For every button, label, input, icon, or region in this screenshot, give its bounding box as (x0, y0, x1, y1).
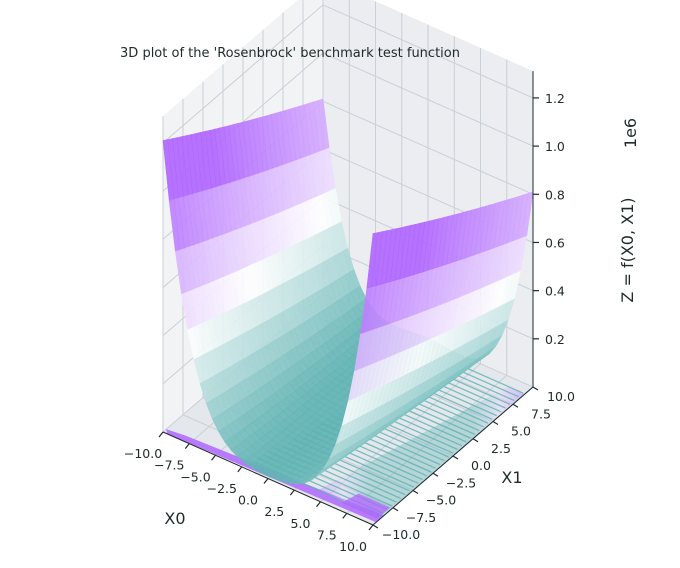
x-tick-mark (263, 478, 269, 484)
y-tick-label: −7.5 (406, 510, 436, 525)
x-tick-mark (184, 443, 190, 449)
x-tick-mark (158, 431, 164, 438)
x-tick-label: 0.0 (238, 493, 258, 508)
y-tick-label: −5.0 (426, 493, 456, 508)
x-tick-mark (237, 466, 243, 473)
z-tick-label: 1.0 (545, 139, 565, 154)
y-tick-label: −10.0 (382, 527, 420, 542)
x-tick-label: 7.5 (317, 527, 337, 542)
y-tick-label: 7.5 (531, 406, 551, 421)
y-tick-label: 5.0 (511, 424, 531, 439)
x-tick-label: 10.0 (339, 539, 367, 554)
y-tick-label: 10.0 (547, 389, 575, 404)
y-tick-label: 2.5 (491, 441, 511, 456)
x-axis-label: X0 (164, 509, 185, 528)
y-tick-mark (452, 455, 459, 460)
y-tick-mark (532, 386, 539, 391)
y-axis-label: X1 (501, 468, 522, 487)
y-tick-mark (372, 524, 379, 529)
y-tick-mark (512, 403, 519, 408)
z-tick-label: 0.2 (545, 332, 565, 347)
y-tick-label: −2.5 (446, 475, 476, 490)
y-tick-mark (492, 420, 499, 426)
floor-contour-band-right (341, 493, 391, 519)
z-offset-label: 1e6 (621, 118, 640, 148)
x-tick-label: −7.5 (154, 458, 184, 473)
x-tick-mark (211, 454, 216, 461)
surface-facet (366, 232, 379, 289)
x-tick-mark (368, 524, 374, 531)
x-tick-label: −2.5 (207, 481, 237, 496)
x-tick-mark (289, 489, 295, 496)
x-tick-label: 2.5 (264, 504, 284, 519)
z-gridline (162, 4, 534, 144)
tick-labels: −10.0−7.5−5.0−2.50.02.55.07.510.0−10.0−7… (124, 91, 575, 554)
x-tick-mark (316, 501, 321, 508)
z-tick-label: 0.4 (545, 284, 565, 299)
y-tick-mark (392, 507, 399, 512)
x-tick-label: −10.0 (124, 446, 162, 461)
z-axis-label: Z = f(X0, X1) (618, 197, 637, 302)
y-tick-mark (412, 489, 419, 495)
z-tick-label: 0.6 (545, 236, 565, 251)
y-tick-label: 0.0 (471, 458, 491, 473)
x-tick-mark (342, 513, 348, 519)
x-tick-label: −5.0 (180, 469, 210, 484)
z-tick-label: 0.8 (545, 187, 565, 202)
surface-mesh (162, 98, 534, 485)
x-tick-label: 5.0 (291, 516, 311, 531)
y-tick-mark (472, 438, 479, 443)
z-tick-label: 1.2 (545, 91, 565, 106)
chart-title: 3D plot of the 'Rosenbrock' benchmark te… (120, 46, 460, 61)
y-tick-mark (432, 472, 439, 477)
